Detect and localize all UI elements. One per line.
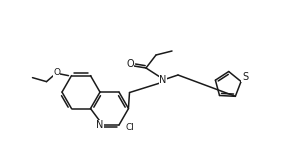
Text: O: O [53,68,60,77]
Text: N: N [159,75,167,85]
Text: S: S [242,71,248,81]
Text: O: O [126,59,134,69]
Text: N: N [96,120,104,130]
Text: Cl: Cl [126,124,134,133]
